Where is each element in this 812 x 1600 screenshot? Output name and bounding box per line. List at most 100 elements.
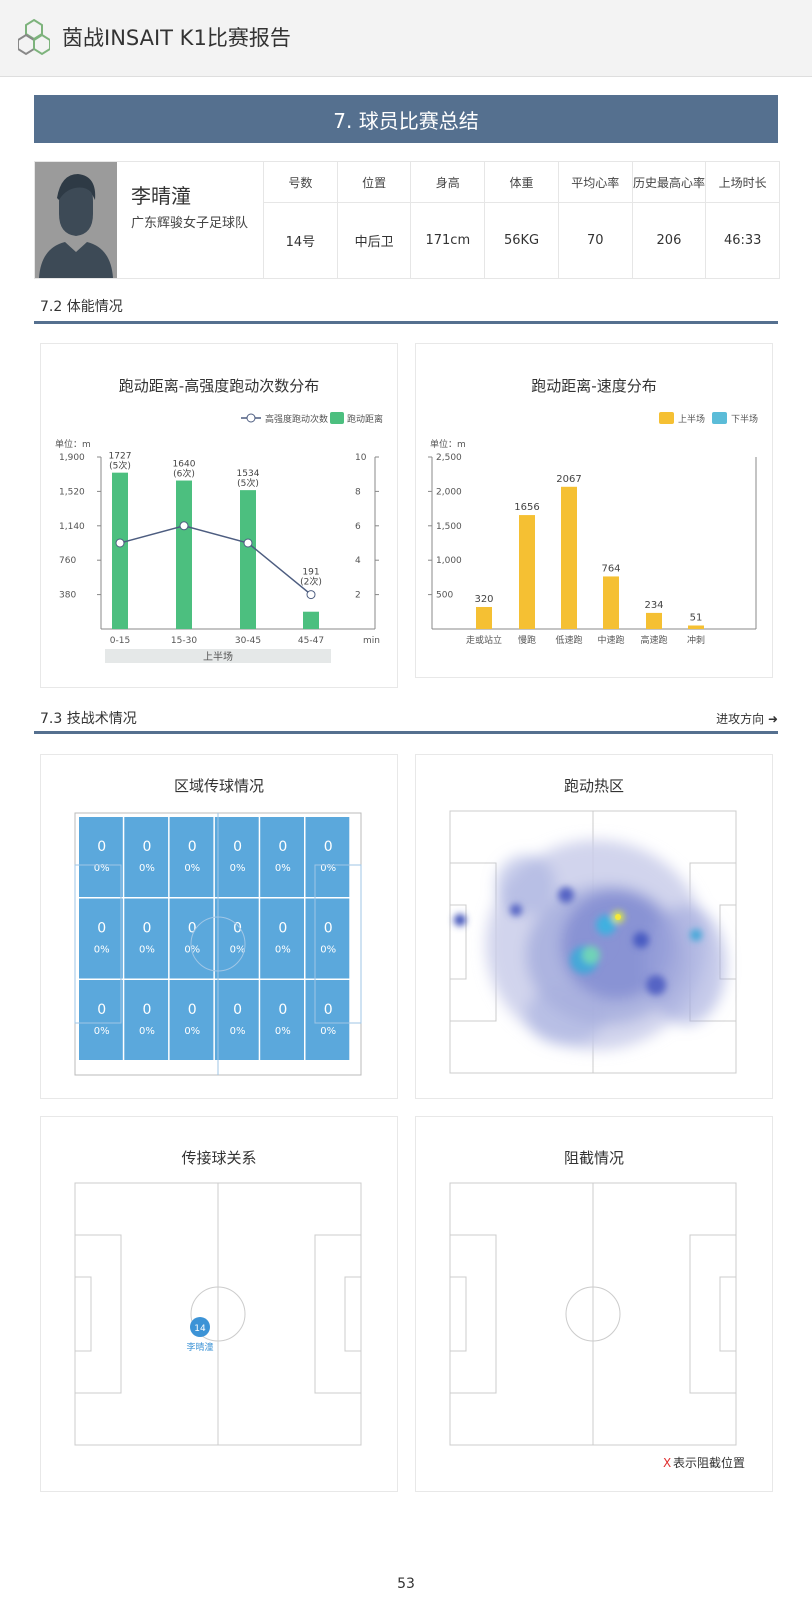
sprint-line (119, 525, 312, 596)
stat-value: 14号 (285, 235, 316, 250)
stat-value: 中后卫 (354, 235, 394, 250)
heat-peak (615, 914, 621, 920)
stat-label: 上场时长 (706, 162, 780, 203)
distance-bar[interactable] (303, 611, 319, 629)
bar-value-label: 51 (690, 612, 703, 623)
heatmap-pitch (449, 810, 737, 1074)
left-tick-label: 1,520 (59, 487, 85, 497)
zone-cell[interactable] (169, 817, 214, 897)
zone-pass-panel: 区域传球情况 0 0% 0 0% 0 0% 0 0% 0 0% 0 0% 0 0% 0 0% 0 0% 0 0% 0 0%… (40, 754, 398, 1099)
category-label: 高速跑 (640, 634, 667, 646)
sprint-count-label: (2次) (300, 576, 322, 588)
sprint-point[interactable] (115, 538, 125, 548)
page-number: 53 (397, 1576, 415, 1592)
stat-label: 体重 (485, 162, 558, 203)
player-node[interactable] (190, 1317, 210, 1337)
zone-count: 0 (142, 839, 151, 855)
category-label: 30-45 (235, 636, 261, 646)
legend-circle-icon (246, 413, 256, 423)
stat-label: 身高 (411, 162, 485, 203)
legend-second-half-icon (712, 412, 727, 424)
chart-title: 跑动距离-高强度跑动次数分布 (118, 377, 320, 395)
interceptions-panel: 阻截情况 X 表示阻截位置 (415, 1116, 773, 1492)
speed-bar[interactable] (688, 625, 704, 629)
panel-title: 跑动热区 (563, 777, 624, 795)
left-tick-label: 1,900 (59, 453, 85, 463)
zone-count: 0 (97, 1002, 106, 1018)
zone-count: 0 (97, 839, 106, 855)
zone-count: 0 (188, 921, 197, 937)
zone-percent: 0% (320, 945, 336, 956)
bar-value-label: 234 (644, 600, 663, 611)
panel-title: 区域传球情况 (173, 777, 264, 795)
zone-percent: 0% (139, 1026, 155, 1037)
player-stats-table: 号数 14号 位置 中后卫 身高 171cm 体重 56KG 平均心率 70 历… (263, 162, 780, 278)
distance-bar[interactable] (176, 480, 192, 629)
zone-cell[interactable] (79, 817, 123, 897)
category-label: 冲刺 (687, 634, 705, 646)
legend-bar-label: 跑动距离 (347, 413, 383, 425)
x-unit-label: min (363, 636, 380, 646)
zone-count: 0 (142, 1002, 151, 1018)
player-team: 广东辉骏女子足球队 (131, 216, 249, 231)
right-tick-label: 8 (355, 487, 361, 497)
stat-position: 位置 中后卫 (336, 162, 411, 278)
stat-height: 身高 171cm (410, 162, 485, 278)
stat-label: 平均心率 (558, 162, 632, 203)
stat-value: 206 (656, 233, 682, 248)
zone-cell[interactable] (214, 898, 259, 979)
zone-cell[interactable] (79, 980, 123, 1060)
stat-playing-time: 上场时长 46:33 (705, 162, 780, 278)
zone-count: 0 (324, 839, 333, 855)
distance-bar[interactable] (112, 472, 128, 629)
sprint-point[interactable] (179, 521, 189, 531)
stat-value: 46:33 (723, 233, 762, 248)
zone-count: 0 (278, 921, 287, 937)
zone-cell[interactable] (260, 980, 304, 1060)
sprint-point[interactable] (306, 590, 316, 600)
speed-bar[interactable] (476, 606, 492, 629)
zone-cell[interactable] (124, 898, 169, 979)
chart-title: 跑动距离-速度分布 (531, 377, 657, 395)
zone-percent: 0% (184, 945, 200, 956)
zone-cell[interactable] (260, 817, 304, 897)
zone-cell[interactable] (79, 898, 123, 979)
unit-label: 单位：m (55, 438, 91, 450)
legend-second-half-label: 下半场 (731, 413, 758, 425)
unit-label: 单位：m (430, 438, 466, 450)
avatar-silhouette-icon (39, 174, 113, 278)
legend-first-half-label: 上半场 (678, 413, 705, 425)
category-label: 0-15 (110, 636, 130, 646)
zone-percent: 0% (230, 1026, 246, 1037)
speed-bar[interactable] (519, 515, 535, 629)
distance-bar[interactable] (240, 490, 256, 629)
zone-cell[interactable] (305, 980, 350, 1060)
bar-value-label: 320 (474, 594, 493, 605)
zone-cell[interactable] (124, 980, 169, 1060)
zone-cell[interactable] (305, 817, 350, 897)
zone-count: 0 (188, 1002, 197, 1018)
legend-bar-icon (330, 412, 344, 424)
top-bar: 茵战INSAIT K1比赛报告 (0, 0, 812, 77)
tick-label: 2,500 (436, 453, 462, 463)
zone-count: 0 (278, 1002, 287, 1018)
zone-cell[interactable] (214, 980, 259, 1060)
pass-network-panel: 传接球关系 14 李晴潼 (40, 1116, 398, 1492)
zone-cell[interactable] (305, 898, 350, 979)
zone-cell[interactable] (260, 898, 304, 979)
sprint-point[interactable] (243, 538, 253, 548)
speed-bar[interactable] (603, 576, 619, 629)
distance-speed-chart: 上半场 下半场 单位：m 2,500 2,000 1,500 1,000 500 320… (428, 412, 758, 646)
speed-bar[interactable] (561, 486, 577, 629)
attack-direction-note: 进攻方向 ➜ (716, 712, 778, 726)
panel-title: 传接球关系 (181, 1149, 257, 1167)
pass-network-pitch: 14 李晴潼 (74, 1182, 362, 1446)
zone-count: 0 (233, 921, 242, 937)
zone-cell[interactable] (169, 980, 214, 1060)
zone-percent: 0% (230, 863, 246, 874)
pitch-markings (449, 1182, 737, 1446)
speed-bar[interactable] (646, 612, 662, 629)
zone-percent: 0% (320, 863, 336, 874)
zone-cell[interactable] (214, 817, 259, 897)
zone-cell[interactable] (124, 817, 169, 897)
